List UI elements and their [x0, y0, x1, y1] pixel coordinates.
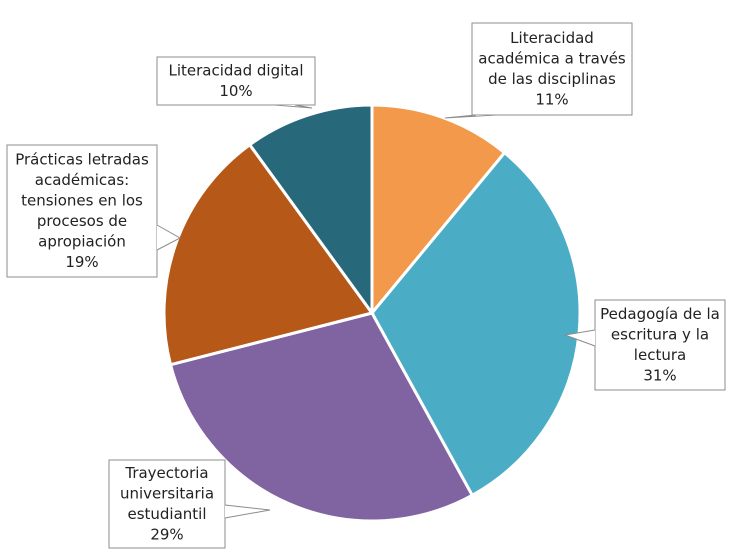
callout-pointer	[274, 104, 313, 109]
callout-pointer	[563, 329, 596, 347]
callout-box	[594, 299, 726, 391]
callout-box	[108, 459, 226, 549]
pie-slice	[247, 103, 374, 318]
slice-callout: Prácticas letradas académicas: tensiones e…	[6, 144, 182, 278]
slice-label-line: estudiantil	[127, 505, 206, 523]
slice-label-line: de las disciplinas	[488, 70, 616, 88]
pie-slice	[162, 142, 375, 367]
pie-slice	[370, 103, 507, 318]
slice-label-line: Trayectoria	[124, 464, 208, 482]
slice-callout: Literacidad digital 10%	[156, 56, 316, 109]
callout-box	[156, 56, 316, 106]
slice-label-line: procesos de	[37, 212, 127, 230]
callout-pointer	[444, 114, 497, 119]
slice-callout: Trayectoria universitaria estudiantil 29%	[108, 459, 271, 549]
callout-box	[471, 22, 633, 116]
slice-label-line: académicas:	[35, 171, 129, 189]
callout-box	[6, 144, 158, 278]
slice-callout: Literacidad académica a través de las disc…	[444, 22, 633, 119]
slice-value-label: 19%	[65, 253, 98, 271]
slice-label-line: Literacidad	[510, 29, 594, 47]
slice-label-line: lectura	[634, 346, 686, 364]
pie-slice	[168, 311, 475, 523]
slice-label-line: escritura y la	[611, 326, 709, 344]
callout-pointer	[156, 224, 182, 251]
slice-label-line: apropiación	[38, 233, 126, 251]
slice-label-line: tensiones en los	[21, 192, 143, 210]
pie-callouts: Literacidad académica a través de las disc…	[6, 22, 726, 549]
slice-label-line: Pedagogía de la	[600, 305, 720, 323]
slice-label-line: Literacidad digital	[168, 62, 303, 80]
slice-value-label: 31%	[643, 367, 676, 385]
slice-callout: Pedagogía de la escritura y la lectura 31%	[563, 299, 726, 391]
pie-slices	[162, 103, 582, 523]
slice-label-line: Prácticas letradas	[15, 151, 149, 169]
slice-label-line: universitaria	[120, 485, 214, 503]
callout-pointer	[224, 504, 271, 519]
slice-value-label: 11%	[535, 91, 568, 109]
slice-value-label: 29%	[150, 526, 183, 544]
slice-label-line: académica a través	[478, 50, 626, 68]
slice-value-label: 10%	[219, 82, 252, 100]
